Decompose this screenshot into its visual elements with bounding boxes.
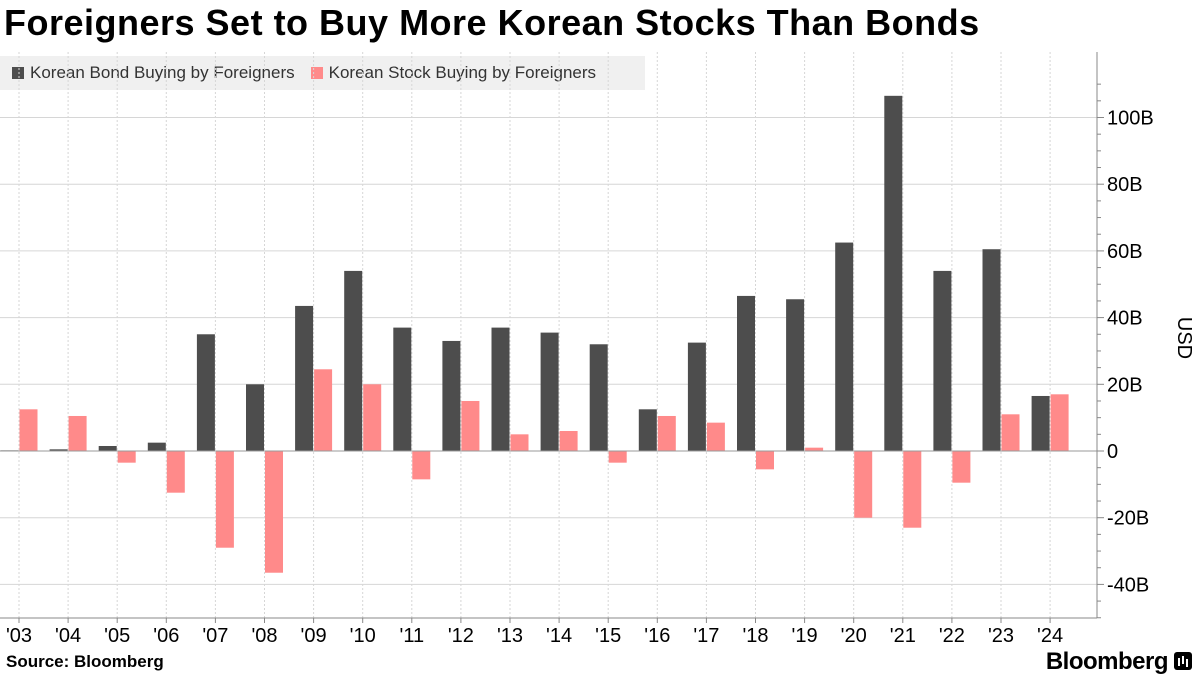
bond-bar: [98, 445, 117, 451]
x-tick-label: '11: [400, 625, 425, 647]
x-tick-label: '13: [497, 625, 523, 647]
stock-bar: [510, 434, 529, 451]
x-tick-label: '14: [546, 625, 572, 647]
x-tick-label: '16: [644, 625, 670, 647]
stock-bar: [903, 451, 922, 528]
y-tick-label: 0: [1107, 441, 1118, 463]
brand-logo: Bloomberg: [1045, 648, 1169, 675]
stock-bar: [756, 451, 774, 470]
x-tick-label: '22: [939, 625, 965, 647]
x-tick-label: '19: [792, 625, 818, 647]
stock-bar: [166, 451, 185, 493]
bond-bar: [246, 384, 264, 451]
stock-bar: [117, 451, 136, 463]
stock-bar: [68, 415, 87, 451]
bond-bar: [442, 340, 461, 451]
y-tick-label: 100B: [1107, 108, 1154, 130]
x-tick-label: '18: [742, 625, 768, 647]
stock-bar: [657, 415, 676, 451]
bond-bar: [982, 249, 1001, 451]
stock-bar: [363, 384, 382, 451]
source-note: Source: Bloomberg: [6, 652, 164, 671]
x-tick-label: '08: [251, 625, 277, 647]
bond-bar: [835, 242, 854, 451]
legend-label-stocks: Korean Stock Buying by Foreigners: [328, 63, 597, 82]
legend-label-bonds: Korean Bond Buying by Foreigners: [30, 63, 295, 82]
legend-item-bonds: Korean Bond Buying by Foreigners: [12, 63, 295, 83]
bond-bar: [393, 327, 412, 451]
y-tick-label: 80B: [1107, 174, 1143, 196]
chart-title: Foreigners Set to Buy More Korean Stocks…: [4, 2, 980, 43]
x-tick-label: '20: [841, 625, 867, 647]
bond-bar: [638, 409, 657, 451]
stock-bar: [1001, 414, 1020, 451]
x-tick-label: '03: [6, 625, 32, 647]
stock-bar: [1050, 394, 1069, 451]
x-tick-label: '17: [693, 625, 719, 647]
stock-bar: [608, 451, 627, 463]
x-tick-label: '24: [1037, 625, 1063, 647]
stock-bar: [215, 451, 234, 548]
x-tick-label: '21: [890, 625, 916, 647]
stock-bar: [559, 430, 578, 451]
bond-bar: [540, 332, 559, 451]
y-tick-label: -40B: [1107, 574, 1149, 596]
x-tick-label: '09: [301, 625, 327, 647]
bond-bar: [687, 342, 706, 451]
x-tick-label: '12: [448, 625, 474, 647]
stock-bar: [952, 451, 971, 483]
bond-bar: [49, 449, 68, 451]
bond-bar: [786, 299, 805, 451]
stock-bar: [19, 409, 38, 451]
stock-bar: [706, 422, 725, 451]
bond-bar: [295, 305, 314, 451]
legend-swatch-bonds: [12, 67, 24, 79]
bond-bar: [884, 95, 903, 451]
stock-bar: [854, 451, 873, 518]
y-tick-label: 40B: [1107, 308, 1143, 330]
bond-bar: [147, 442, 166, 451]
y-tick-label: 60B: [1107, 241, 1143, 263]
bloomberg-chart-icon: [1174, 652, 1192, 670]
x-tick-label: '10: [350, 625, 376, 647]
x-tick-label: '15: [595, 625, 621, 647]
stock-bar: [412, 451, 431, 480]
bond-bar: [933, 270, 952, 451]
x-tick-label: '04: [55, 625, 81, 647]
bond-bar: [344, 270, 363, 451]
bond-bar: [196, 334, 215, 451]
x-tick-label: '06: [153, 625, 179, 647]
x-tick-label: '23: [988, 625, 1014, 647]
bond-bar: [1031, 395, 1050, 451]
y-tick-label: -20B: [1107, 508, 1149, 530]
bond-bar: [589, 344, 608, 451]
bond-bar: [737, 295, 755, 451]
y-axis-title: USD: [1173, 317, 1195, 359]
stock-bar: [461, 400, 480, 451]
x-tick-label: '07: [202, 625, 228, 647]
legend: Korean Bond Buying by Foreigners Korean …: [0, 56, 645, 90]
bond-bar: [491, 327, 510, 451]
stock-bar: [314, 369, 333, 451]
stock-bar: [265, 451, 283, 573]
y-tick-label: 20B: [1107, 374, 1143, 396]
x-tick-label: '05: [104, 625, 130, 647]
stock-bar: [805, 447, 824, 451]
